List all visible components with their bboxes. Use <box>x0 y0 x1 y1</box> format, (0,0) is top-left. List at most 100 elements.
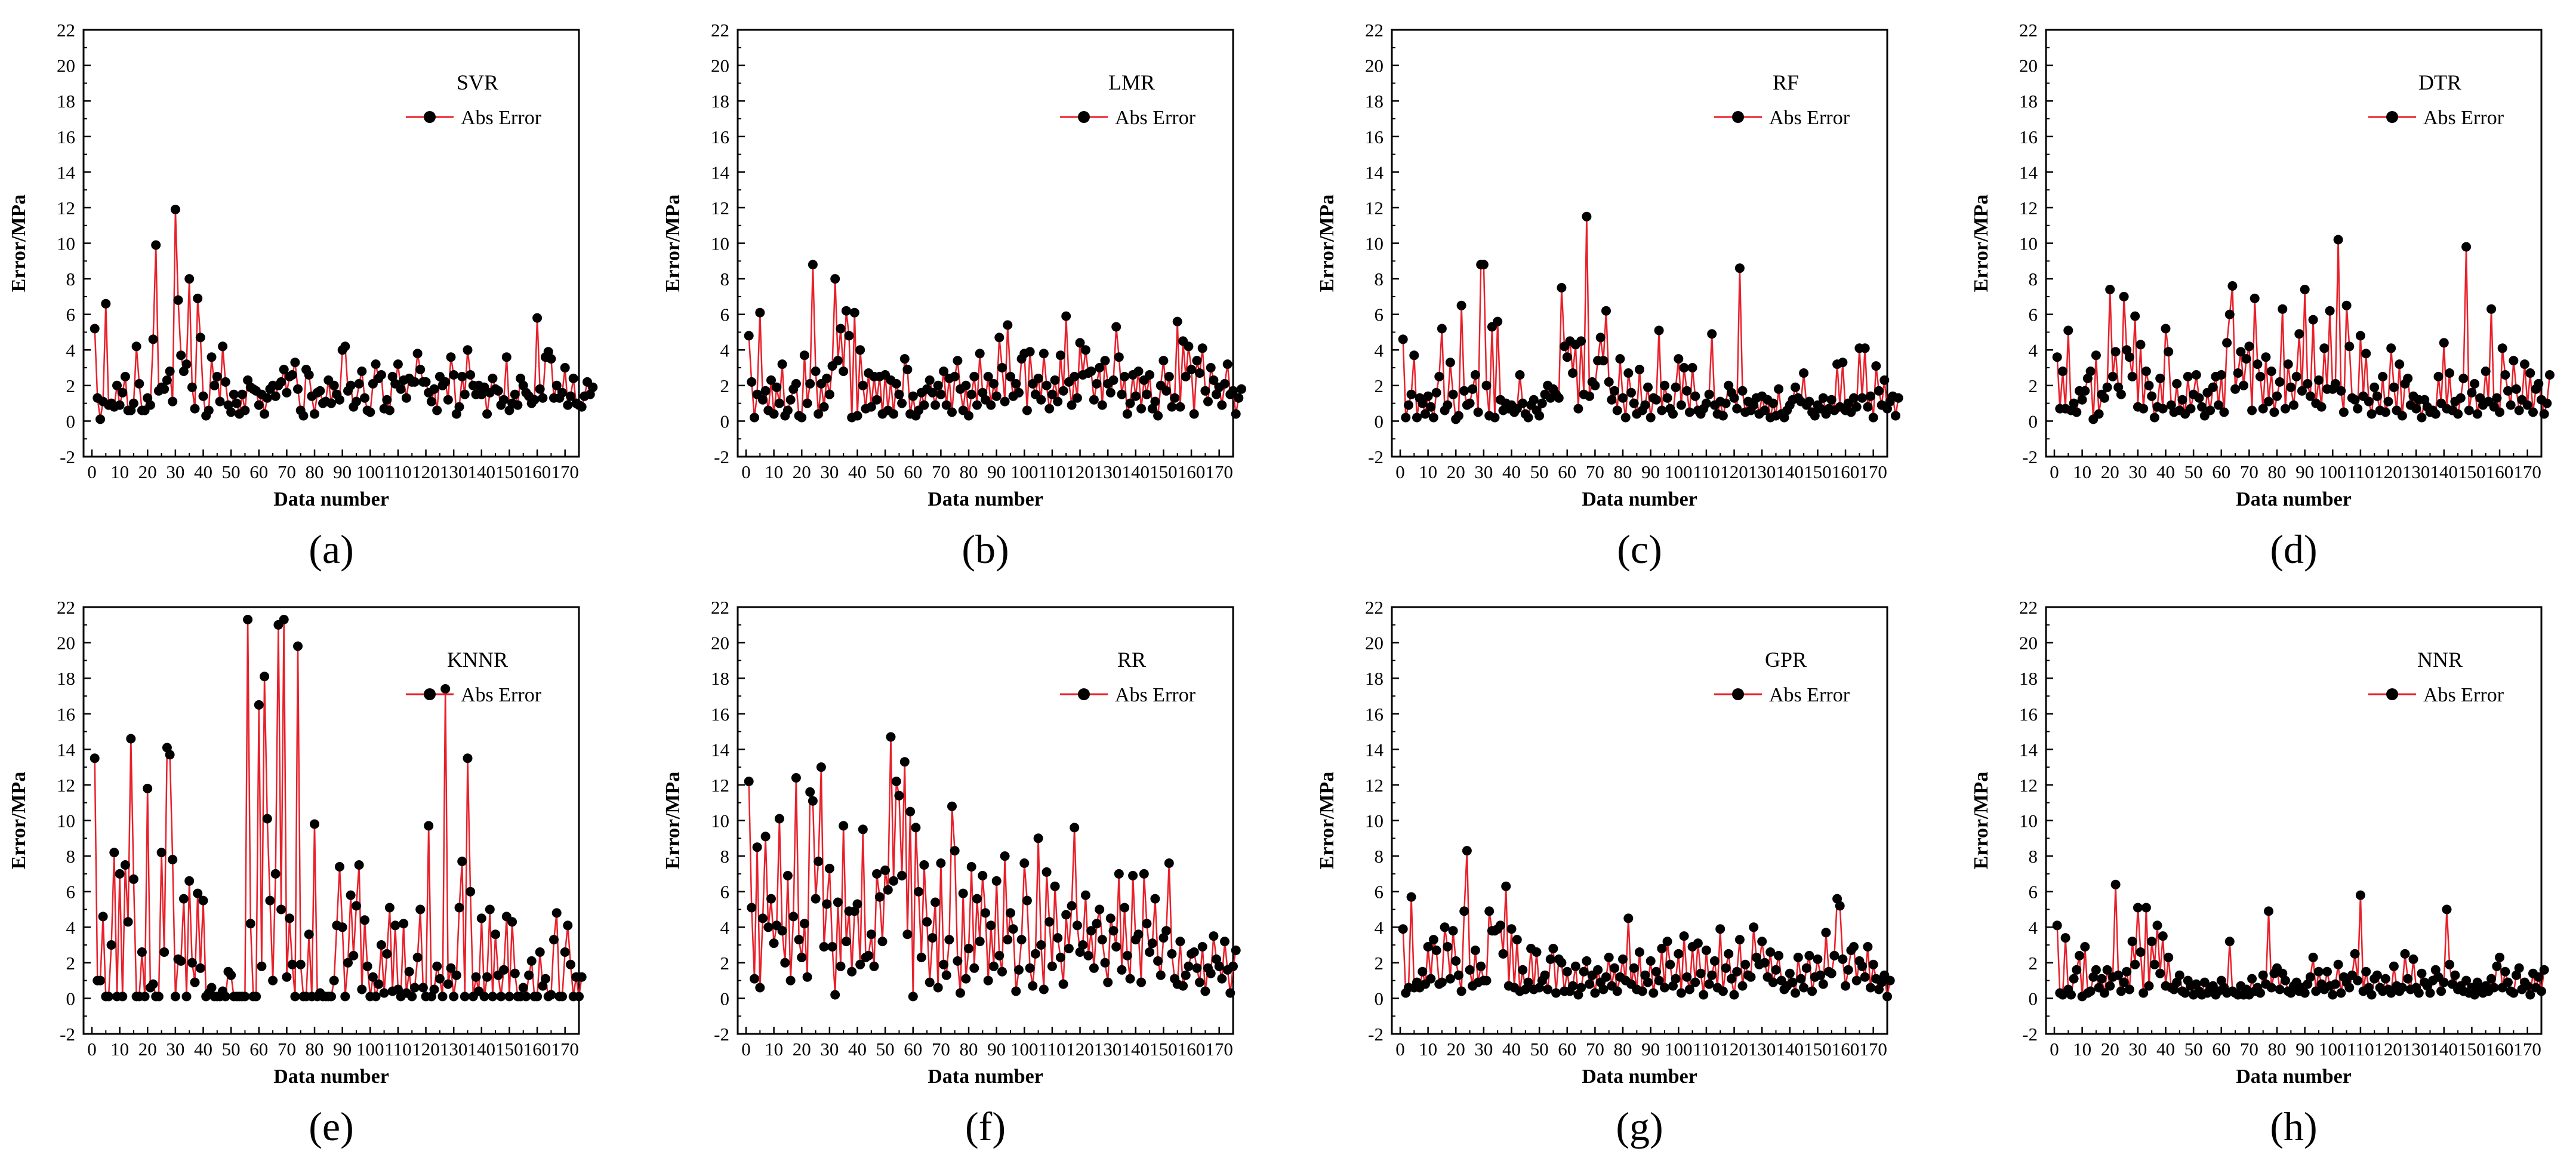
data-point-26 <box>814 857 824 866</box>
data-point-19 <box>794 935 804 945</box>
data-point-176 <box>577 972 587 982</box>
y-tick-label: 2 <box>720 953 730 974</box>
y-axis-title: Error/MPa <box>8 772 30 870</box>
data-point-161 <box>1843 965 1853 975</box>
x-tick-label: 50 <box>1530 1039 1549 1060</box>
data-point-88 <box>1640 400 1650 410</box>
data-point-16 <box>785 395 796 405</box>
data-point-146 <box>493 386 503 396</box>
data-point-118 <box>1070 823 1080 833</box>
data-point-10 <box>1423 942 1433 952</box>
data-point-174 <box>1879 375 1890 385</box>
data-point-103 <box>1028 981 1038 991</box>
panel-label: (e) <box>309 1104 353 1149</box>
data-point-115 <box>1061 311 1071 321</box>
y-tick-label: 10 <box>2019 233 2038 254</box>
x-tick-label: 130 <box>440 461 468 482</box>
data-point-113 <box>2364 983 2374 993</box>
x-tick-label: 160 <box>1178 1039 1206 1060</box>
data-point-5 <box>1409 350 1419 361</box>
data-point-155 <box>2481 367 2491 376</box>
y-tick-label: 0 <box>720 411 730 432</box>
data-point-160 <box>1841 981 1851 991</box>
y-tick-label: 8 <box>2029 846 2038 867</box>
data-point-144 <box>1796 974 1806 984</box>
data-point-8 <box>1418 398 1428 408</box>
y-tick-label: 4 <box>1375 917 1384 938</box>
data-point-152 <box>1818 979 1828 989</box>
data-point-48 <box>874 892 885 902</box>
y-tick-label: -2 <box>714 1024 729 1045</box>
x-tick-label: 90 <box>333 461 352 482</box>
x-tick-label: 140 <box>1122 461 1150 482</box>
data-point-152 <box>1818 393 1828 403</box>
data-point-65 <box>1576 336 1586 346</box>
data-point-106 <box>382 395 392 405</box>
data-point-35 <box>184 876 195 886</box>
data-point-118 <box>415 904 426 915</box>
x-tick-label: 110 <box>2347 461 2374 482</box>
data-point-157 <box>1178 981 1188 991</box>
data-point-54 <box>237 389 247 399</box>
data-point-22 <box>2110 347 2121 357</box>
data-point-64 <box>2227 281 2238 291</box>
data-point-106 <box>1690 977 1700 987</box>
data-point-15 <box>1437 977 1447 987</box>
data-point-90 <box>2300 988 2310 998</box>
data-point-64 <box>919 860 929 870</box>
x-tick-label: 150 <box>1150 461 1178 482</box>
data-point-124 <box>432 961 442 971</box>
x-tick-label: 150 <box>1804 1039 1832 1060</box>
y-tick-label: 8 <box>1375 846 1384 867</box>
data-point-70 <box>936 389 946 399</box>
data-point-100 <box>1019 858 1030 868</box>
x-tick-label: 170 <box>2513 461 2541 482</box>
data-point-16 <box>2094 409 2104 419</box>
data-point-96 <box>1662 937 1672 947</box>
data-point-73 <box>290 358 300 368</box>
data-point-27 <box>2124 984 2134 995</box>
data-point-86 <box>326 992 336 1002</box>
data-point-158 <box>1181 371 1191 381</box>
data-point-24 <box>153 992 164 1002</box>
data-point-21 <box>2107 371 2118 381</box>
y-axis-title: Error/MPa <box>662 195 684 292</box>
data-point-90 <box>991 876 1002 886</box>
data-point-56 <box>2205 405 2216 415</box>
data-point-13 <box>2085 986 2096 996</box>
data-point-164 <box>1197 942 1207 952</box>
data-point-31 <box>1481 380 1492 390</box>
y-tick-label: 20 <box>1365 633 1383 654</box>
x-tick-label: 0 <box>1395 461 1405 482</box>
data-point-85 <box>2286 382 2296 392</box>
data-point-104 <box>2338 407 2349 417</box>
data-point-162 <box>1192 963 1202 973</box>
data-point-27 <box>2124 352 2134 362</box>
data-point-106 <box>2344 983 2355 993</box>
data-point-159 <box>1838 358 1848 368</box>
x-tick-label: 140 <box>468 1039 496 1060</box>
data-point-58 <box>1557 957 1567 968</box>
data-point-79 <box>2269 407 2279 417</box>
y-tick-label: 22 <box>711 597 729 618</box>
data-point-98 <box>1014 965 1024 975</box>
data-point-160 <box>2495 952 2505 962</box>
data-point-171 <box>1217 400 1227 410</box>
data-point-113 <box>401 393 411 403</box>
data-point-135 <box>463 345 473 355</box>
data-point-111 <box>396 384 406 394</box>
data-point-118 <box>1724 380 1734 390</box>
data-point-12 <box>120 371 130 381</box>
data-point-55 <box>894 790 904 800</box>
data-point-172 <box>1220 378 1230 389</box>
data-point-103 <box>2336 386 2346 396</box>
data-point-112 <box>1053 396 1063 407</box>
data-point-175 <box>1228 961 1238 971</box>
data-point-17 <box>788 912 799 922</box>
data-point-98 <box>360 915 369 925</box>
y-tick-label: 12 <box>711 775 729 796</box>
y-tick-label: 4 <box>720 340 730 361</box>
data-point-72 <box>287 370 297 380</box>
data-point-43 <box>207 352 217 362</box>
data-point-153 <box>1167 949 1177 959</box>
